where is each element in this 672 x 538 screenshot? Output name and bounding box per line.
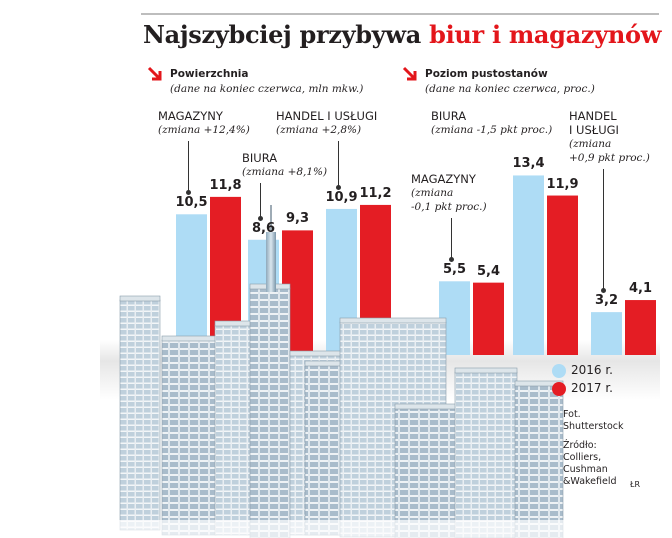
value-label: 11,2 [359,185,392,201]
value-label: 11,9 [546,176,579,192]
leader-line [338,141,339,187]
bar-2016 [176,214,207,355]
leader-dot [449,257,454,263]
source-credit: Źródło: Colliers, Cushman &Wakefield [563,440,617,487]
leader-line [260,183,261,218]
bar-2016 [513,175,544,355]
value-label: 3,2 [594,293,619,309]
section-subtitle-area: (dane na koniec czerwca, mln mkw.) [170,83,364,95]
leader-line [603,169,604,291]
category-annotation: MAGAZYNY (zmiana -0,1 pkt proc.) [411,172,487,213]
value-label: 5,4 [476,263,501,279]
author-tag: ŁR [630,480,641,489]
legend-swatch-2017 [552,382,566,396]
legend-swatch-2016 [552,364,566,378]
leader-dot [258,215,263,221]
leader-dot [186,190,191,196]
leader-line [451,218,452,260]
value-label: 10,5 [175,195,208,211]
value-label: 9,3 [285,211,310,227]
section-title-area: Powierzchnia [170,68,249,80]
bar-2017 [625,300,656,355]
arrow-down-right-icon [402,66,417,81]
section-title-vacancy: Poziom pustostanów [425,68,548,80]
category-annotation: HANDEL I USŁUGI (zmiana +0,9 pkt proc.) [569,109,650,164]
leader-dot [601,288,606,294]
section-subtitle-vacancy: (dane na koniec czerwca, proc.) [425,83,595,95]
legend-label-2016: 2016 r. [571,363,613,377]
value-label: 5,5 [442,262,467,278]
category-annotation: HANDEL I USŁUGI (zmiana +2,8%) [276,109,378,136]
category-annotation: MAGAZYNY (zmiana +12,4%) [158,109,250,136]
value-label: 10,9 [325,189,358,205]
bar-2017 [473,282,504,355]
bar-2016 [591,312,622,355]
top-rule [141,13,659,15]
photo-credit: Fot. Shutterstock [563,409,624,432]
leader-line [188,141,189,193]
leader-dot [336,184,341,190]
arrow-down-right-icon [147,66,162,81]
value-label: 13,4 [512,156,545,172]
value-label: 4,1 [628,281,653,297]
value-label: 8,6 [251,220,276,236]
bar-2017 [547,195,578,355]
buildings-illustration [100,205,570,538]
chart-title: Najszybciej przybywa biur i magazynów [143,20,662,49]
value-label: 11,8 [209,177,242,193]
category-annotation: BIURA (zmiana +8,1%) [242,151,328,178]
category-annotation: BIURA (zmiana -1,5 pkt proc.) [431,109,553,136]
legend-label-2017: 2017 r. [571,381,613,395]
